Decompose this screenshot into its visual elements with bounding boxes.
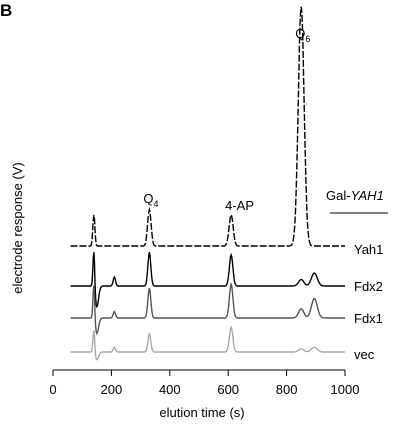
trace-yah1 xyxy=(70,6,345,247)
series-label-group: Yah1 Fdx2 Fdx1 vec xyxy=(354,242,383,362)
group-label-prefix: Gal- xyxy=(326,188,351,203)
x-tick-label: 400 xyxy=(159,382,181,397)
peak-label-subscript: 4 xyxy=(153,199,158,209)
x-axis-label: elution time (s) xyxy=(159,405,244,420)
peak-label-name: 4-AP xyxy=(225,198,254,213)
group-label-italic: YAH1 xyxy=(351,188,384,203)
trace-group xyxy=(70,6,345,361)
panel-label: B xyxy=(0,1,12,20)
x-tick-label: 600 xyxy=(217,382,239,397)
x-tick-group: 0 200 400 600 800 1000 xyxy=(49,370,359,397)
series-label-fdx1: Fdx1 xyxy=(354,311,383,326)
peak-label: Q6 xyxy=(295,26,310,44)
group-label: Gal-YAH1 xyxy=(326,188,388,214)
series-label-fdx2: Fdx2 xyxy=(354,279,383,294)
series-label-yah1: Yah1 xyxy=(354,242,383,257)
series-label-vec: vec xyxy=(354,347,375,362)
peak-label: 4-AP xyxy=(225,198,254,213)
x-tick-label: 200 xyxy=(101,382,123,397)
peak-label: Q4 xyxy=(143,191,158,209)
y-axis-label: electrode response (V) xyxy=(10,162,25,294)
peak-label-subscript: 6 xyxy=(305,34,310,44)
peak-label-name: Q xyxy=(143,191,153,206)
trace-fdx1 xyxy=(70,281,345,335)
trace-fdx2 xyxy=(70,252,345,309)
x-tick-label: 1000 xyxy=(331,382,360,397)
trace-vec xyxy=(70,325,345,361)
x-tick-label: 800 xyxy=(276,382,298,397)
peak-label-name: Q xyxy=(295,26,305,41)
group-label-text: Gal-YAH1 xyxy=(326,188,384,203)
x-tick-label: 0 xyxy=(49,382,56,397)
